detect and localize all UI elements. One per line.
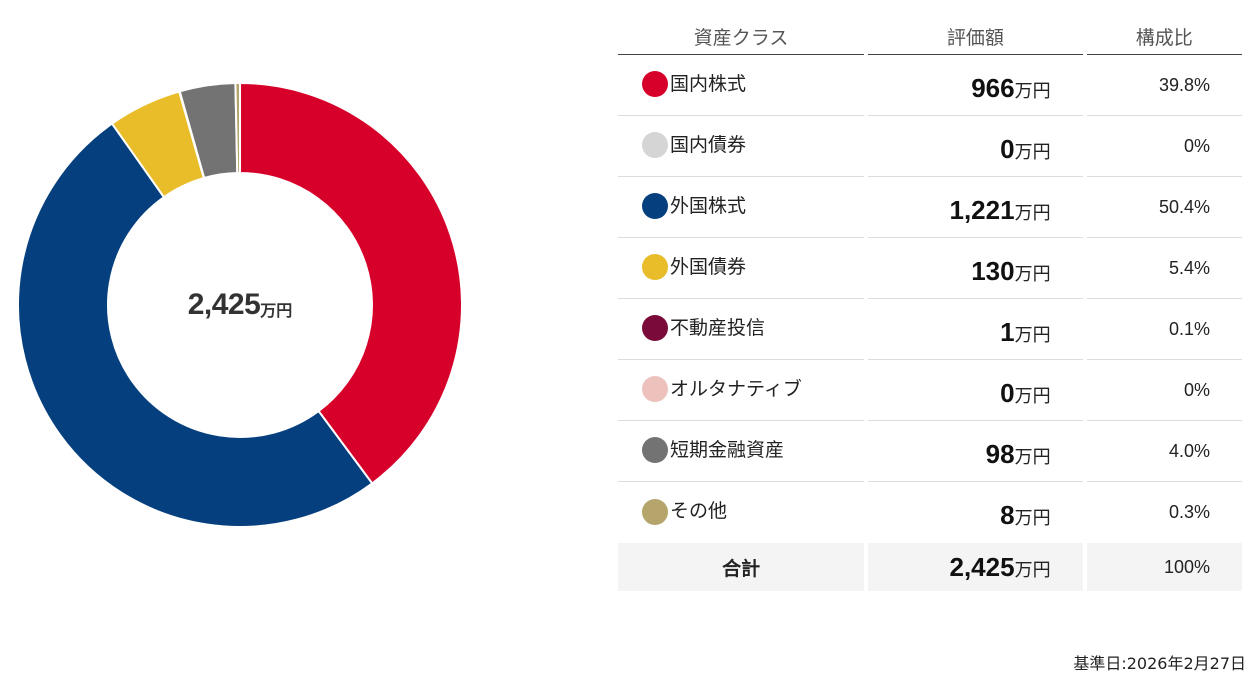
total-value: 2,425 bbox=[949, 551, 1015, 582]
valuation-cell: 0万円 bbox=[868, 116, 1083, 177]
asset-class-name: 不動産投信 bbox=[670, 316, 766, 339]
valuation-value: 98 bbox=[985, 438, 1015, 469]
table-row: 外国債券 130万円 5.4% bbox=[618, 238, 1242, 299]
valuation-value: 0 bbox=[1000, 377, 1015, 408]
asset-class-cell: 国内株式 bbox=[618, 55, 865, 116]
header-valuation: 評価額 bbox=[868, 18, 1083, 55]
asset-class-cell: 外国株式 bbox=[618, 177, 865, 238]
valuation-cell: 1,221万円 bbox=[868, 177, 1083, 238]
table-row: 短期金融資産 98万円 4.0% bbox=[618, 421, 1242, 482]
table-row: 不動産投信 1万円 0.1% bbox=[618, 299, 1242, 360]
total-label: 合計 bbox=[618, 543, 865, 591]
legend-color-dot-icon bbox=[642, 132, 668, 158]
valuation-value: 0 bbox=[1000, 133, 1015, 164]
valuation-value: 130 bbox=[971, 255, 1015, 286]
table-total-row: 合計 2,425万円 100% bbox=[618, 543, 1242, 591]
valuation-unit: 万円 bbox=[1014, 202, 1051, 224]
asset-class-cell: 国内債券 bbox=[618, 116, 865, 177]
valuation-unit: 万円 bbox=[1014, 141, 1051, 163]
table-row: その他 8万円 0.3% bbox=[618, 482, 1242, 543]
table-row: オルタナティブ 0万円 0% bbox=[618, 360, 1242, 421]
donut-slice bbox=[18, 122, 374, 527]
asset-class-name: オルタナティブ bbox=[670, 377, 802, 400]
ratio-cell: 0.1% bbox=[1086, 299, 1242, 360]
asset-class-name: その他 bbox=[670, 500, 728, 522]
donut-slice bbox=[239, 83, 462, 485]
ratio-cell: 50.4% bbox=[1086, 177, 1242, 238]
legend-color-dot-icon bbox=[642, 193, 668, 219]
asset-class-name: 国内債券 bbox=[670, 133, 747, 156]
valuation-value: 1 bbox=[1000, 316, 1015, 347]
legend-color-dot-icon bbox=[642, 437, 668, 463]
table-row: 外国株式 1,221万円 50.4% bbox=[618, 177, 1242, 238]
valuation-value: 966 bbox=[971, 72, 1015, 103]
header-asset-class: 資産クラス bbox=[618, 18, 865, 55]
legend-color-dot-icon bbox=[642, 315, 668, 341]
asset-class-name: 短期金融資産 bbox=[670, 438, 785, 461]
asset-class-cell: 不動産投信 bbox=[618, 299, 865, 360]
valuation-unit: 万円 bbox=[1014, 508, 1051, 529]
table-row: 国内株式 966万円 39.8% bbox=[618, 55, 1242, 116]
center-total-unit: 万円 bbox=[260, 301, 293, 320]
valuation-unit: 万円 bbox=[1014, 80, 1051, 102]
legend-color-dot-icon bbox=[642, 254, 668, 280]
center-total-value: 2,425 bbox=[187, 288, 261, 321]
valuation-unit: 万円 bbox=[1014, 385, 1051, 407]
asset-class-cell: 短期金融資産 bbox=[618, 421, 865, 482]
table-row: 国内債券 0万円 0% bbox=[618, 116, 1242, 177]
legend-color-dot-icon bbox=[642, 71, 668, 97]
valuation-cell: 8万円 bbox=[868, 482, 1082, 543]
ratio-cell: 5.4% bbox=[1086, 238, 1242, 299]
ratio-cell: 0% bbox=[1086, 360, 1242, 421]
valuation-unit: 万円 bbox=[1014, 263, 1051, 285]
asset-class-name: 国内株式 bbox=[670, 72, 747, 95]
valuation-value: 1,221 bbox=[949, 194, 1015, 225]
total-value-cell: 2,425万円 bbox=[868, 543, 1083, 591]
valuation-value: 8 bbox=[1000, 500, 1015, 530]
table-header-row: 資産クラス 評価額 構成比 bbox=[618, 18, 1242, 55]
valuation-unit: 万円 bbox=[1014, 324, 1051, 346]
valuation-cell: 1万円 bbox=[868, 299, 1083, 360]
ratio-cell: 0.3% bbox=[1168, 502, 1210, 522]
total-unit: 万円 bbox=[1014, 559, 1051, 581]
donut-slice bbox=[234, 83, 241, 175]
header-ratio: 構成比 bbox=[1086, 18, 1242, 55]
ratio-cell: 4.0% bbox=[1086, 421, 1242, 482]
valuation-unit: 万円 bbox=[1014, 446, 1051, 468]
allocation-table: 資産クラス 評価額 構成比 国内株式 966万円 39.8% 国内債券 0万円 0% 外国株… bbox=[614, 18, 1246, 591]
legend-color-dot-icon bbox=[642, 376, 668, 402]
donut-chart: 2,425 万円 bbox=[18, 83, 462, 527]
ratio-cell: 39.8% bbox=[1086, 55, 1242, 116]
ratio-cell: 0% bbox=[1086, 116, 1242, 177]
valuation-cell: 966万円 bbox=[868, 55, 1083, 116]
donut-center-total: 2,425 万円 bbox=[18, 83, 462, 527]
valuation-cell: 130万円 bbox=[868, 238, 1083, 299]
asset-class-cell: その他 bbox=[618, 482, 864, 543]
valuation-cell: 0万円 bbox=[868, 360, 1083, 421]
asset-class-cell: 外国債券 bbox=[618, 238, 865, 299]
total-ratio: 100% bbox=[1086, 543, 1242, 591]
valuation-cell: 98万円 bbox=[868, 421, 1083, 482]
legend-color-dot-icon bbox=[642, 498, 668, 525]
asset-class-name: 外国債券 bbox=[670, 255, 747, 278]
asset-class-cell: オルタナティブ bbox=[618, 360, 865, 421]
donut-chart-svg bbox=[18, 83, 462, 527]
base-date: 基準日:2026年2月27日 bbox=[1073, 654, 1246, 673]
asset-class-name: 外国株式 bbox=[670, 194, 747, 217]
